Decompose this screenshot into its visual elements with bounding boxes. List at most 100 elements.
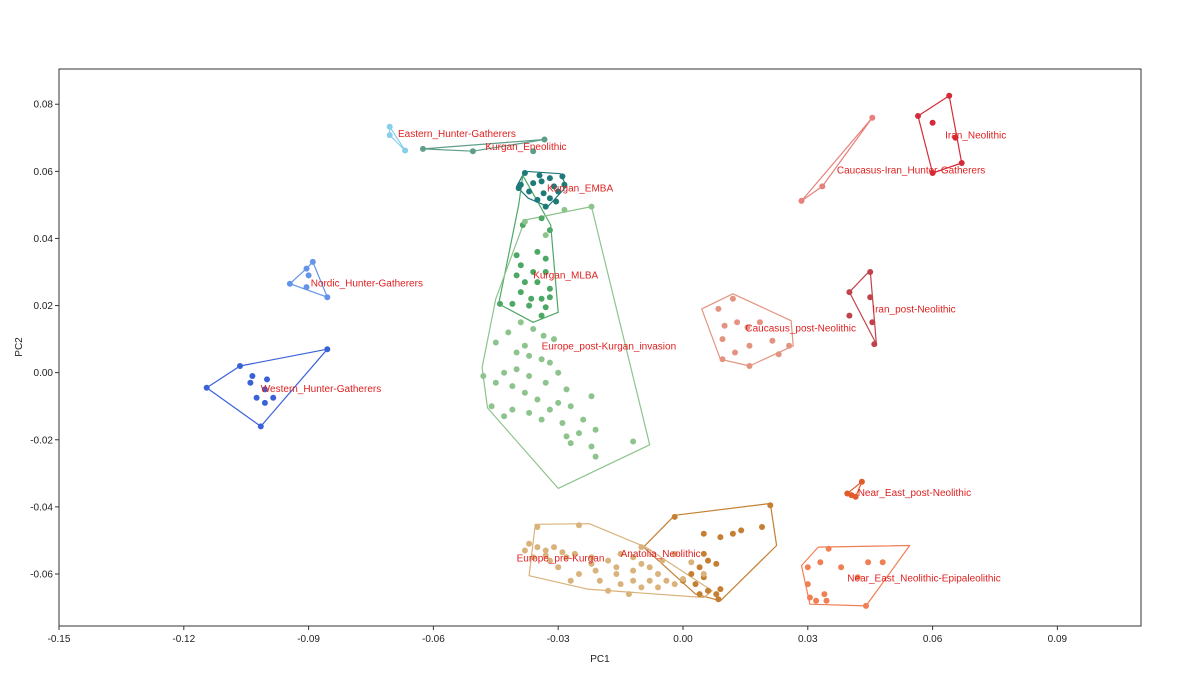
- point-anatolia-neolithic: [713, 591, 720, 598]
- point-europe-post-kurgan-invasion: [521, 218, 528, 225]
- point-europe-pre-kurgan: [526, 540, 533, 547]
- point-western-hunter-gatherers: [253, 394, 260, 401]
- point-near-east-neolithic-epipaleolithic: [821, 591, 828, 598]
- label-iran-post-neolithic: Iran_post-Neolithic: [872, 304, 955, 315]
- point-iran-neolithic: [946, 92, 953, 99]
- point-europe-pre-kurgan: [617, 550, 624, 557]
- label-europe-post-kurgan-invasion: Europe_post-Kurgan_invasion: [542, 342, 677, 353]
- point-caucasus-post-neolithic: [734, 319, 741, 326]
- point-anatolia-neolithic: [715, 596, 722, 603]
- point-europe-post-kurgan-invasion: [567, 403, 574, 410]
- point-europe-post-kurgan-invasion: [538, 356, 545, 363]
- point-kurgan-emba: [521, 170, 528, 176]
- x-tick-label: -0.12: [172, 634, 195, 645]
- label-anatolia-neolithic: Anatolia_Neolithic: [621, 549, 701, 560]
- point-near-east-neolithic-epipaleolithic: [813, 597, 820, 604]
- axes: -0.15 -0.12 -0.09 -0.06 -0.03 0.00 0.03 0.06 0.0…: [30, 100, 1067, 645]
- data-points: [203, 92, 965, 609]
- point-caucasus-post-neolithic: [719, 336, 726, 343]
- point-europe-post-kurgan-invasion: [542, 232, 549, 239]
- point-kurgan-mlba: [546, 227, 553, 234]
- point-europe-post-kurgan-invasion: [526, 409, 533, 416]
- hull-kurgan-eneolithic: [422, 138, 546, 152]
- point-iran-post-neolithic: [846, 312, 853, 319]
- point-kurgan-mlba: [542, 269, 549, 275]
- point-europe-pre-kurgan: [542, 552, 549, 559]
- point-europe-post-kurgan-invasion: [592, 453, 599, 460]
- point-caucasus-iran-hunter-gatherers: [798, 197, 805, 204]
- point-western-hunter-gatherers: [249, 373, 256, 379]
- point-europe-post-kurgan-invasion: [505, 329, 512, 336]
- point-western-hunter-gatherers: [264, 376, 270, 383]
- point-iran-post-neolithic: [867, 294, 874, 301]
- point-europe-pre-kurgan: [655, 584, 661, 591]
- point-iran-neolithic: [958, 160, 965, 166]
- point-anatolia-neolithic: [700, 530, 707, 537]
- point-kurgan-emba: [551, 183, 557, 190]
- point-kurgan-mlba: [542, 304, 549, 311]
- point-europe-pre-kurgan: [688, 559, 695, 566]
- point-europe-post-kurgan-invasion: [576, 430, 582, 437]
- point-anatolia-neolithic: [767, 502, 774, 509]
- point-kurgan-mlba: [542, 255, 549, 262]
- point-europe-pre-kurgan: [576, 571, 582, 577]
- point-europe-pre-kurgan: [659, 557, 666, 564]
- point-near-east-post-neolithic: [852, 493, 859, 500]
- point-near-east-neolithic-epipaleolithic: [823, 597, 830, 604]
- point-iran-neolithic: [952, 134, 959, 141]
- point-nordic-hunter-gatherers: [309, 258, 316, 265]
- point-anatolia-neolithic: [738, 527, 745, 534]
- point-near-east-neolithic-epipaleolithic: [865, 559, 872, 566]
- point-europe-post-kurgan-invasion: [580, 416, 587, 423]
- point-caucasus-post-neolithic: [715, 305, 722, 312]
- point-caucasus-iran-hunter-gatherers: [869, 114, 876, 121]
- y-tick-label: 0.08: [34, 100, 54, 111]
- point-anatolia-neolithic: [700, 550, 707, 557]
- point-kurgan-emba: [526, 188, 533, 195]
- point-western-hunter-gatherers: [261, 386, 268, 393]
- point-europe-pre-kurgan: [671, 581, 678, 588]
- point-europe-post-kurgan-invasion: [588, 203, 595, 210]
- hull-kurgan-mlba: [498, 174, 559, 323]
- point-caucasus-post-neolithic: [746, 363, 753, 369]
- point-europe-pre-kurgan: [680, 576, 686, 582]
- point-europe-pre-kurgan: [630, 554, 637, 561]
- point-europe-post-kurgan-invasion: [551, 336, 557, 343]
- hull-near-east-neolithic-epipaleolithic: [800, 544, 911, 607]
- point-europe-pre-kurgan: [655, 571, 661, 577]
- point-europe-post-kurgan-invasion: [501, 413, 508, 420]
- point-anatolia-neolithic: [759, 524, 765, 530]
- point-europe-pre-kurgan: [563, 554, 570, 561]
- point-caucasus-post-neolithic: [746, 342, 753, 349]
- y-tick-label: -0.06: [30, 569, 53, 580]
- point-europe-post-kurgan-invasion: [630, 438, 637, 445]
- point-europe-pre-kurgan: [671, 550, 678, 557]
- point-europe-pre-kurgan: [605, 587, 612, 594]
- point-kurgan-emba: [515, 185, 522, 192]
- point-eastern-hunter-gatherers: [386, 123, 393, 130]
- point-europe-post-kurgan-invasion: [488, 403, 495, 410]
- y-axis-label: PC2: [14, 337, 25, 357]
- point-europe-post-kurgan-invasion: [588, 443, 595, 450]
- x-tick-label: 0.09: [1048, 634, 1068, 645]
- label-nordic-hunter-gatherers: Nordic_Hunter-Gatherers: [311, 278, 423, 289]
- point-kurgan-mlba: [528, 295, 535, 302]
- point-europe-post-kurgan-invasion: [492, 339, 499, 346]
- point-kurgan-mlba: [517, 289, 524, 296]
- point-western-hunter-gatherers: [270, 394, 277, 401]
- point-europe-post-kurgan-invasion: [588, 393, 595, 400]
- point-europe-pre-kurgan: [588, 560, 595, 567]
- label-kurgan-eneolithic: Kurgan_Eneolithic: [485, 142, 566, 153]
- point-iran-neolithic: [915, 113, 921, 119]
- point-near-east-neolithic-epipaleolithic: [838, 564, 845, 571]
- point-anatolia-neolithic: [692, 581, 699, 588]
- point-europe-pre-kurgan: [534, 524, 541, 530]
- point-europe-pre-kurgan: [625, 591, 632, 598]
- point-kurgan-mlba: [513, 272, 520, 279]
- point-europe-pre-kurgan: [576, 522, 582, 529]
- label-iran-neolithic: Iran_Neolithic: [945, 131, 1006, 142]
- label-kurgan-mlba: Kurgan_MLBA: [533, 271, 598, 282]
- point-iran-neolithic: [929, 170, 936, 176]
- point-europe-post-kurgan-invasion: [538, 416, 545, 423]
